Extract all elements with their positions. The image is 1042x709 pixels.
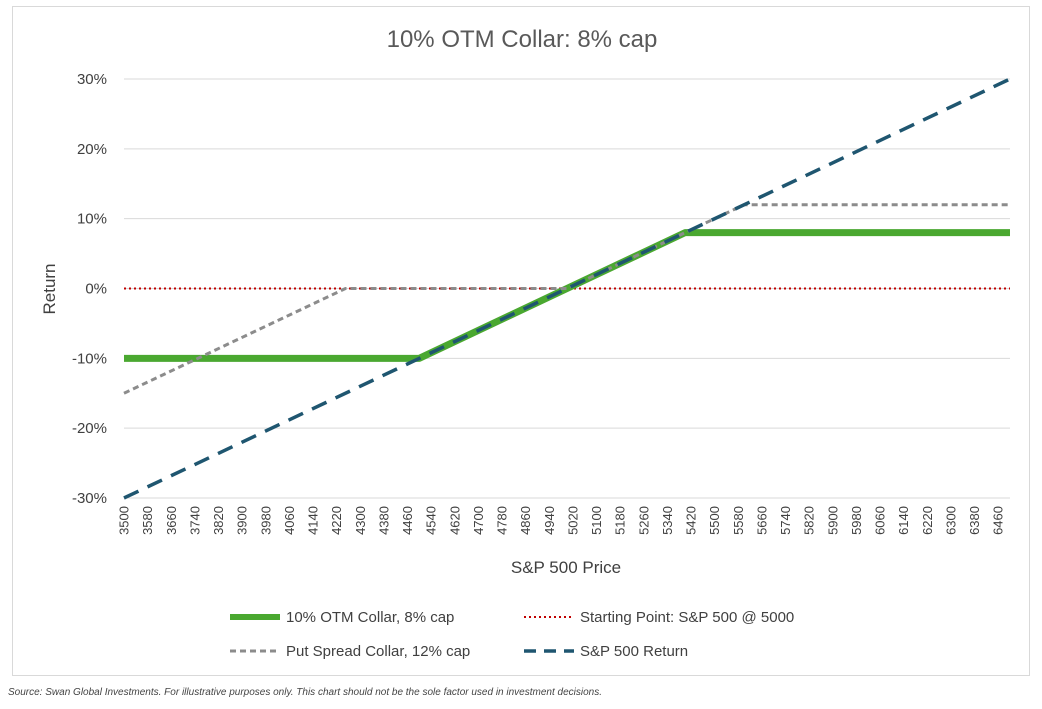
x-tick-label: 4300 <box>353 506 368 535</box>
legend-label: Starting Point: S&P 500 @ 5000 <box>580 609 794 626</box>
x-tick-label: 5020 <box>565 506 580 535</box>
x-tick-label: 6060 <box>873 506 888 535</box>
x-tick-label: 3660 <box>164 506 179 535</box>
y-tick-label: 20% <box>77 141 107 158</box>
x-tick-label: 5420 <box>684 506 699 535</box>
x-tick-label: 5100 <box>589 506 604 535</box>
x-tick-label: 5180 <box>613 506 628 535</box>
x-tick-label: 6140 <box>896 506 911 535</box>
x-tick-label: 5900 <box>825 506 840 535</box>
legend: 10% OTM Collar, 8% cap Starting Point: S&… <box>230 609 794 660</box>
y-axis-ticks: 30% 20% 10% 0% -10% -20% -30% <box>72 71 107 507</box>
x-tick-label: 5660 <box>754 506 769 535</box>
series-lines <box>123 77 1011 500</box>
chart-title: 10% OTM Collar: 8% cap <box>387 26 658 53</box>
x-tick-label: 6220 <box>920 506 935 535</box>
x-tick-label: 4540 <box>424 506 439 535</box>
series-line-collar <box>124 229 1010 362</box>
x-axis-ticks: 3500 3580 3660 3740 3820 3900 3980 4060 4140 4220… <box>117 506 1006 535</box>
y-tick-label: 30% <box>77 71 107 88</box>
x-tick-label: 5740 <box>778 506 793 535</box>
x-tick-label: 3740 <box>187 506 202 535</box>
y-tick-label: -10% <box>72 350 107 367</box>
y-tick-label: 0% <box>85 281 107 298</box>
x-tick-label: 3980 <box>258 506 273 535</box>
legend-item-sp500: S&P 500 Return <box>524 643 688 660</box>
x-tick-label: 4940 <box>542 506 557 535</box>
y-tick-label: -20% <box>72 420 107 437</box>
x-tick-label: 5260 <box>636 506 651 535</box>
x-tick-label: 5500 <box>707 506 722 535</box>
y-tick-label: 10% <box>77 211 107 228</box>
series-line-sp500 <box>123 77 1011 500</box>
x-tick-label: 6460 <box>991 506 1006 535</box>
y-tick-label: -30% <box>72 490 107 507</box>
x-tick-label: 4060 <box>282 506 297 535</box>
x-tick-label: 4620 <box>447 506 462 535</box>
x-tick-label: 5820 <box>802 506 817 535</box>
x-tick-label: 6300 <box>943 506 958 535</box>
legend-label: S&P 500 Return <box>580 643 688 660</box>
x-tick-label: 3580 <box>140 506 155 535</box>
x-tick-label: 5580 <box>731 506 746 535</box>
series-line-putspread <box>123 203 1010 395</box>
x-tick-label: 4700 <box>471 506 486 535</box>
legend-item-collar: 10% OTM Collar, 8% cap <box>230 609 454 626</box>
x-tick-label: 4860 <box>518 506 533 535</box>
x-tick-label: 4140 <box>306 506 321 535</box>
source-note: Source: Swan Global Investments. For ill… <box>8 687 602 698</box>
x-tick-label: 3900 <box>235 506 250 535</box>
chart-frame: 10% OTM Collar: 8% cap 30% 20% 10% 0% -10% -2… <box>12 6 1030 676</box>
legend-item-start: Starting Point: S&P 500 @ 5000 <box>524 609 794 626</box>
chart-svg: 10% OTM Collar: 8% cap 30% 20% 10% 0% -10% -2… <box>40 26 1011 660</box>
x-axis-label: S&P 500 Price <box>511 558 621 577</box>
x-tick-label: 4460 <box>400 506 415 535</box>
legend-item-putspread: Put Spread Collar, 12% cap <box>230 643 470 660</box>
legend-label: 10% OTM Collar, 8% cap <box>286 609 454 626</box>
x-tick-label: 4220 <box>329 506 344 535</box>
x-tick-label: 5980 <box>849 506 864 535</box>
x-tick-label: 3820 <box>211 506 226 535</box>
x-tick-label: 4780 <box>495 506 510 535</box>
y-axis-label: Return <box>40 263 59 314</box>
x-tick-label: 3500 <box>117 506 132 535</box>
x-tick-label: 6380 <box>967 506 982 535</box>
legend-label: Put Spread Collar, 12% cap <box>286 643 470 660</box>
x-tick-label: 5340 <box>660 506 675 535</box>
x-tick-label: 4380 <box>376 506 391 535</box>
